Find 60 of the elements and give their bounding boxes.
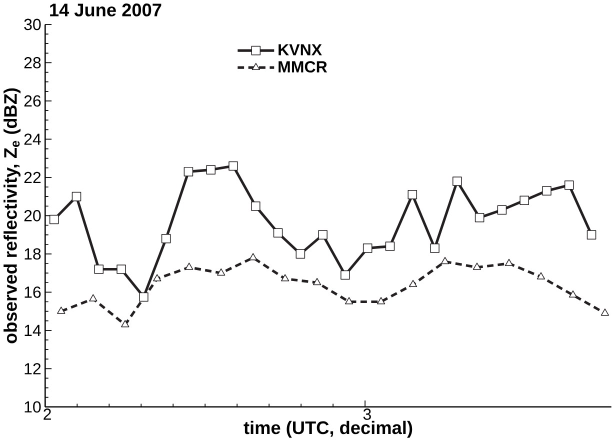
point bbox=[536, 272, 546, 280]
point bbox=[280, 274, 290, 282]
point bbox=[564, 180, 574, 190]
point bbox=[94, 264, 104, 274]
point bbox=[296, 249, 306, 258]
point bbox=[206, 164, 216, 174]
point bbox=[72, 192, 82, 202]
point bbox=[440, 256, 450, 264]
point bbox=[472, 262, 482, 270]
point bbox=[121, 320, 130, 328]
y-tick-label: 10 bbox=[24, 401, 41, 412]
point bbox=[318, 230, 328, 240]
point bbox=[249, 252, 258, 260]
y-tick-label: 30 bbox=[24, 18, 41, 30]
point bbox=[116, 264, 126, 274]
y-tick-label: 26 bbox=[24, 95, 41, 106]
point bbox=[184, 166, 194, 176]
point bbox=[228, 161, 238, 170]
point bbox=[139, 292, 148, 302]
point bbox=[161, 234, 171, 244]
point bbox=[49, 214, 59, 224]
point bbox=[408, 190, 418, 200]
point bbox=[586, 230, 596, 240]
point bbox=[153, 274, 162, 282]
point bbox=[344, 296, 354, 304]
legend-label: MMCR bbox=[278, 60, 328, 72]
y-tick-label: 14 bbox=[24, 324, 41, 336]
y-tick-label: 12 bbox=[24, 362, 41, 374]
y-tick-label: 28 bbox=[24, 56, 41, 68]
point bbox=[273, 228, 283, 238]
y-tick-label: 18 bbox=[24, 248, 41, 260]
chart-title: 14 June 2007 bbox=[50, 3, 162, 16]
y-tick-label: 20 bbox=[24, 210, 41, 222]
point bbox=[568, 290, 578, 298]
y-tick-label: 24 bbox=[24, 133, 41, 145]
y-tick-label: 22 bbox=[24, 172, 41, 183]
point bbox=[474, 212, 484, 222]
point bbox=[376, 296, 386, 304]
point bbox=[217, 268, 226, 276]
point bbox=[430, 243, 440, 253]
point bbox=[89, 294, 98, 302]
point bbox=[185, 262, 194, 270]
y-axis-title: observed reflectivity, Z$_{e}$ (dBZ) bbox=[4, 88, 20, 344]
point bbox=[600, 308, 610, 316]
point bbox=[497, 205, 507, 214]
x-tick-label: 3 bbox=[363, 408, 371, 420]
point bbox=[542, 186, 552, 196]
point bbox=[250, 201, 260, 211]
point bbox=[362, 243, 372, 253]
point bbox=[312, 278, 322, 285]
point bbox=[57, 306, 66, 314]
point bbox=[520, 196, 529, 205]
point bbox=[408, 280, 418, 287]
legend-label: KVNX bbox=[278, 44, 322, 56]
point bbox=[452, 176, 462, 186]
x-tick-label: 2 bbox=[44, 408, 51, 420]
x-axis-title: time (UTC, decimal) bbox=[244, 420, 412, 438]
y-tick-label: 16 bbox=[24, 286, 41, 298]
point bbox=[385, 241, 395, 251]
point bbox=[340, 270, 350, 280]
